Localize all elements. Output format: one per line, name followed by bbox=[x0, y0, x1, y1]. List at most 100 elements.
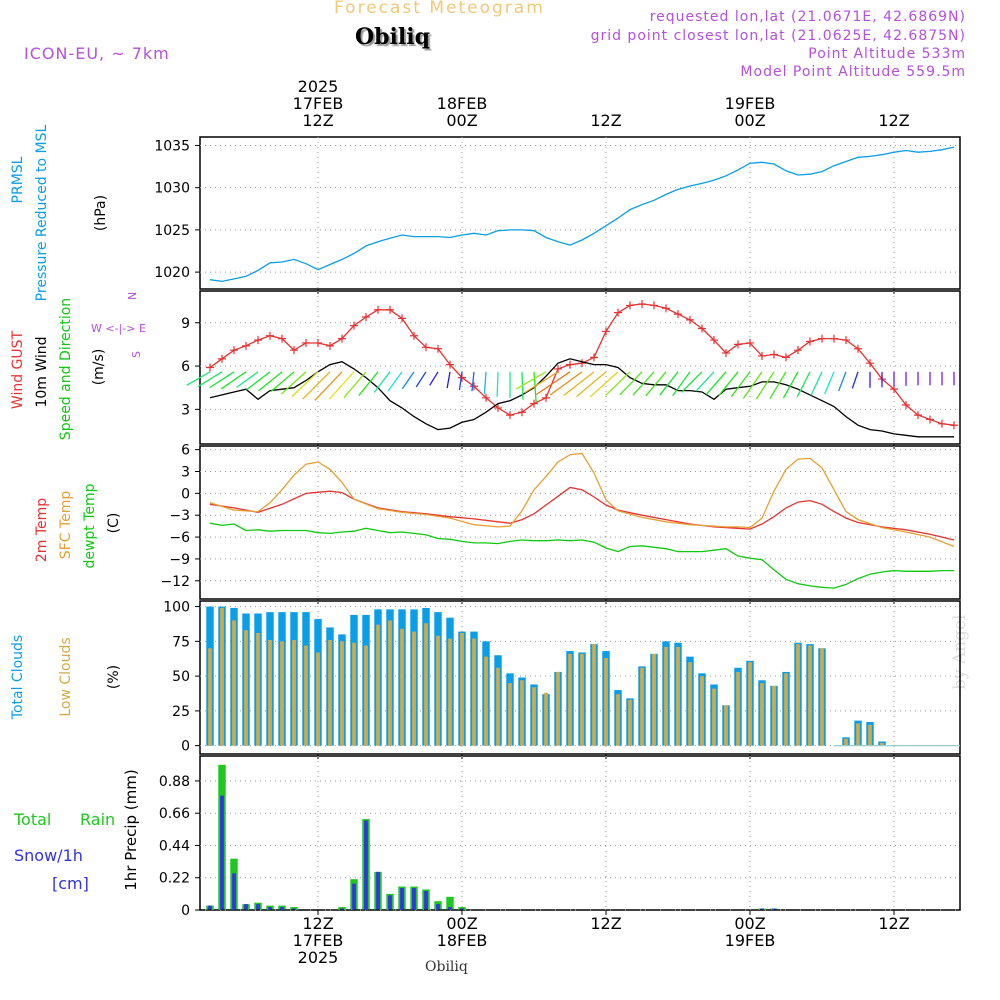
gust-marker bbox=[950, 421, 958, 430]
wind-arrow bbox=[314, 371, 343, 401]
bottom-time-label: 12Z bbox=[302, 914, 333, 933]
temp-ytick-label: −12 bbox=[160, 574, 190, 590]
total-clouds-label: Total Clouds bbox=[10, 635, 26, 720]
low-cloud-bar bbox=[376, 624, 380, 746]
wind-arrow bbox=[446, 371, 451, 389]
low-cloud-bar bbox=[556, 671, 560, 746]
gust-marker bbox=[290, 346, 298, 355]
precip-ytick-label: 0.66 bbox=[159, 806, 190, 822]
temp-ytick-label: −9 bbox=[169, 552, 190, 568]
wind-arrow bbox=[524, 371, 559, 394]
gust-marker bbox=[470, 382, 478, 391]
gust-marker bbox=[206, 363, 214, 372]
temp-2m-label: 2m Temp bbox=[34, 498, 50, 562]
low-cloud-bar bbox=[760, 683, 764, 746]
low-cloud-bar bbox=[532, 687, 536, 746]
low-cloud-bar bbox=[484, 656, 488, 746]
gust-marker bbox=[482, 393, 490, 402]
wind-arrow bbox=[742, 371, 763, 399]
gust-marker bbox=[278, 334, 286, 343]
snow-bar bbox=[448, 907, 452, 910]
gust-marker bbox=[602, 327, 610, 336]
gust-marker bbox=[674, 310, 682, 319]
gust-marker bbox=[938, 419, 946, 428]
low-cloud-bar bbox=[340, 641, 344, 746]
wind-arrow bbox=[619, 371, 643, 396]
wind-wind-line bbox=[209, 358, 954, 438]
low-cloud-bar bbox=[880, 742, 884, 746]
low-cloud-bar bbox=[208, 648, 212, 746]
snow-bar bbox=[388, 895, 392, 910]
wind-unit: (m/s) bbox=[91, 349, 107, 386]
wind-arrow bbox=[197, 371, 223, 388]
temp-sfc-label: SFC Temp bbox=[58, 491, 74, 560]
wind-arrow bbox=[718, 371, 739, 396]
snow-bar bbox=[256, 904, 260, 910]
snow-bar bbox=[460, 908, 464, 910]
compass-north: N bbox=[126, 292, 139, 300]
wind-arrow bbox=[220, 371, 247, 390]
gust-marker bbox=[494, 403, 502, 412]
precip-total-label: Total bbox=[13, 810, 51, 829]
low-cloud-bar bbox=[292, 639, 296, 746]
gust-marker bbox=[338, 334, 346, 343]
gust-marker bbox=[386, 305, 394, 314]
wind-arrow bbox=[302, 371, 331, 400]
bottom-time-label: 00Z bbox=[446, 914, 477, 933]
gust-marker bbox=[230, 346, 238, 355]
wind-arrow bbox=[246, 371, 271, 391]
top-time-label: 19FEB bbox=[725, 94, 776, 113]
precip-ytick-label: 0.44 bbox=[159, 838, 190, 854]
wind-arrow bbox=[270, 371, 295, 393]
bottom-time-label: 17FEB bbox=[293, 931, 344, 950]
model-label: ICON-EU, ~ 7km bbox=[24, 44, 170, 63]
gust-marker bbox=[242, 341, 250, 350]
top-time-label: 12Z bbox=[302, 111, 333, 130]
low-cloud-bar bbox=[436, 635, 440, 746]
wind-arrow bbox=[659, 371, 679, 396]
wind-speed-direction-label: Speed and Direction bbox=[58, 298, 74, 440]
wind-ytick-label: 9 bbox=[181, 316, 190, 332]
wind-arrow bbox=[401, 371, 415, 390]
low-cloud-bar bbox=[280, 641, 284, 746]
gust-marker bbox=[590, 353, 598, 362]
wind-arrow bbox=[496, 371, 499, 397]
gust-marker bbox=[398, 314, 406, 323]
gust-marker bbox=[638, 299, 646, 308]
gust-marker bbox=[218, 354, 226, 363]
low-cloud-bar bbox=[412, 631, 416, 746]
low-cloud-bar bbox=[820, 648, 824, 746]
gust-marker bbox=[854, 344, 862, 353]
gust-marker bbox=[794, 346, 802, 355]
clouds-panel: 0 25 50 75 100 bbox=[163, 600, 961, 759]
wind-arrow bbox=[549, 371, 583, 396]
low-cloud-bar bbox=[520, 680, 524, 746]
low-cloud-bar bbox=[688, 662, 692, 746]
low-cloud-bar bbox=[304, 645, 308, 746]
top-time-label: 2025 bbox=[298, 77, 339, 96]
low-cloud-bar bbox=[604, 658, 608, 746]
gust-marker bbox=[662, 304, 670, 313]
gust-marker bbox=[506, 411, 514, 420]
gust-marker bbox=[422, 343, 430, 352]
wind-arrow bbox=[632, 371, 655, 396]
snow-bar bbox=[352, 883, 356, 910]
pressure-ytick-label: 1030 bbox=[154, 181, 190, 197]
bottom-time-label: 2025 bbox=[298, 948, 339, 967]
wind-panel: 3 6 9 bbox=[181, 290, 961, 449]
wind-arrow bbox=[838, 371, 847, 392]
gust-marker bbox=[410, 331, 418, 340]
precip-cm-label: [cm] bbox=[52, 874, 89, 893]
low-cloud-bar bbox=[496, 667, 500, 746]
gust-marker bbox=[530, 399, 538, 408]
low-cloud-bar bbox=[856, 723, 860, 746]
gust-marker bbox=[446, 360, 454, 369]
gust-marker bbox=[830, 334, 838, 343]
snow-bar bbox=[376, 871, 380, 910]
wind-10m-label: 10m Wind bbox=[34, 336, 50, 407]
clouds-ytick-label: 100 bbox=[163, 600, 190, 616]
wind-ytick-label: 3 bbox=[181, 402, 190, 418]
gust-marker bbox=[518, 408, 526, 417]
wind-arrow bbox=[358, 371, 379, 396]
wind-arrow bbox=[851, 371, 859, 389]
